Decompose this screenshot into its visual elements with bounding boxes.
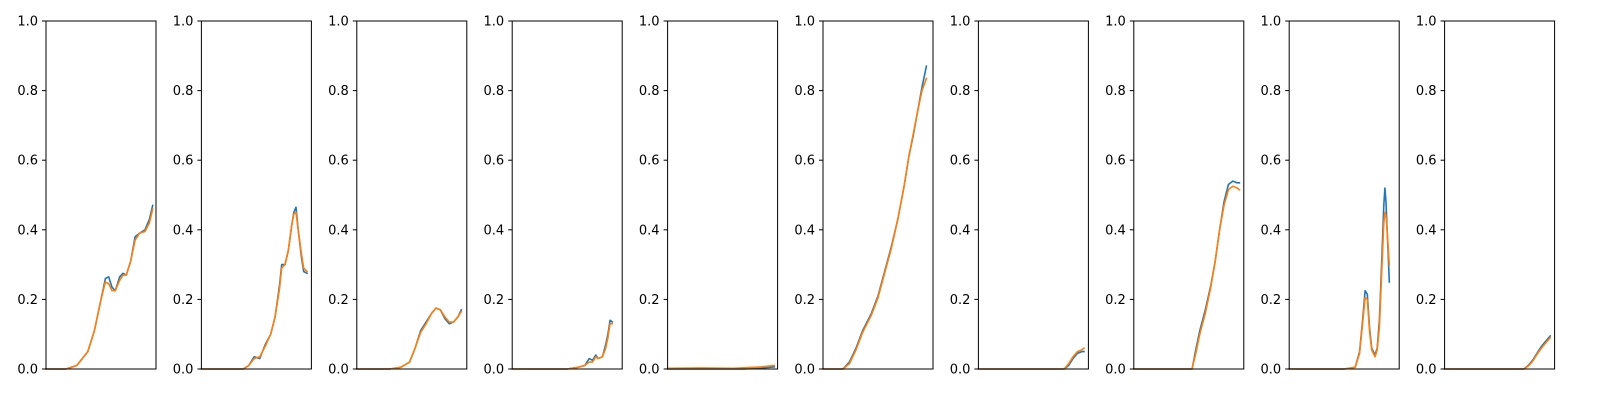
y-tick-label: 0.2 (1416, 293, 1437, 308)
axes-frame (822, 20, 934, 370)
y-tick-label: 0.2 (484, 293, 505, 308)
y-tick-label: 0.8 (17, 84, 38, 99)
y-tick-label: 0.8 (639, 84, 660, 99)
y-tick-label: 0.2 (639, 293, 660, 308)
y-tick-label: 0.4 (1416, 223, 1437, 238)
y-tick-label: 0.0 (1105, 363, 1126, 378)
y-tick-label: 0.6 (173, 154, 194, 169)
y-tick-label: 0.6 (328, 154, 349, 169)
y-tick-label: 1.0 (950, 15, 971, 30)
subplot-9: 0.0 0.2 0.4 0.6 0.8 1.0 (1261, 15, 1400, 378)
series-line-2 (666, 364, 776, 370)
subplot-5: 0.0 0.2 0.4 0.6 0.8 1.0 (639, 15, 779, 378)
y-tick-label: 0.0 (1261, 363, 1282, 378)
y-tick-label: 0.6 (1416, 154, 1437, 169)
y-tick-label: 0.2 (794, 293, 815, 308)
y-tick-label: 1.0 (639, 15, 660, 30)
y-tick-label: 0.0 (484, 363, 505, 378)
y-tick-label: 0.8 (1105, 84, 1126, 99)
series-line-2 (1288, 211, 1391, 370)
subplot-2: 0.0 0.2 0.4 0.6 0.8 1.0 (173, 15, 312, 378)
axes-frame (200, 20, 312, 370)
y-tick-label: 1.0 (328, 15, 349, 30)
series-line-2 (822, 77, 928, 370)
y-tick-label: 0.4 (639, 223, 660, 238)
y-tick-label: 0.8 (173, 84, 194, 99)
y-tick-label: 0.0 (950, 363, 971, 378)
series-line-2 (1133, 185, 1241, 370)
y-tick-label: 0.0 (17, 363, 38, 378)
subplot-1: 0.0 0.2 0.4 0.6 0.8 1.0 (17, 15, 157, 378)
y-tick-label: 1.0 (1261, 15, 1282, 30)
y-tick-label: 0.4 (484, 223, 505, 238)
subplot-6: 0.0 0.2 0.4 0.6 0.8 1.0 (794, 15, 934, 378)
y-tick-label: 1.0 (173, 15, 194, 30)
y-tick-label: 0.6 (1105, 154, 1126, 169)
y-tick-label: 0.8 (1261, 84, 1282, 99)
y-tick-label: 0.2 (173, 293, 194, 308)
y-tick-label: 0.2 (1261, 293, 1282, 308)
axes-frame (45, 20, 157, 370)
y-tick-label: 0.2 (1105, 293, 1126, 308)
y-tick-label: 0.6 (484, 154, 505, 169)
y-tick-label: 0.8 (950, 84, 971, 99)
y-tick-label: 0.4 (328, 223, 349, 238)
y-tick-label: 0.0 (1416, 363, 1437, 378)
y-tick-label: 1.0 (1105, 15, 1126, 30)
y-tick-label: 0.4 (794, 223, 815, 238)
y-tick-label: 0.4 (173, 223, 194, 238)
subplot-7: 0.0 0.2 0.4 0.6 0.8 1.0 (950, 15, 1089, 378)
y-tick-label: 0.2 (17, 293, 38, 308)
series-line-2 (200, 211, 309, 370)
y-tick-label: 1.0 (484, 15, 505, 30)
y-tick-label: 0.6 (639, 154, 660, 169)
axes-frame (1444, 20, 1556, 370)
subplot-3: 0.0 0.2 0.4 0.6 0.8 1.0 (328, 15, 468, 378)
y-tick-label: 0.6 (794, 154, 815, 169)
y-tick-label: 0.4 (1105, 223, 1126, 238)
y-tick-label: 0.8 (328, 84, 349, 99)
subplot-grid: 0.00.20.40.60.81.00.00.20.40.60.81.00.00… (17, 15, 1556, 378)
axes-frame (977, 20, 1089, 370)
y-tick-label: 0.6 (17, 154, 38, 169)
subplot-4: 0.0 0.2 0.4 0.6 0.8 1.0 (484, 15, 623, 378)
y-tick-label: 0.2 (950, 293, 971, 308)
y-tick-label: 0.0 (639, 363, 660, 378)
y-tick-label: 0.0 (173, 363, 194, 378)
y-tick-label: 1.0 (794, 15, 815, 30)
y-tick-label: 0.8 (794, 84, 815, 99)
y-tick-label: 0.4 (17, 223, 38, 238)
subplot-8: 0.0 0.2 0.4 0.6 0.8 1.0 (1105, 15, 1245, 378)
axes-frame (356, 20, 468, 370)
y-tick-label: 0.6 (950, 154, 971, 169)
axes-frame (511, 20, 623, 370)
axes-frame (667, 20, 779, 370)
y-tick-label: 0.0 (328, 363, 349, 378)
y-tick-label: 0.8 (484, 84, 505, 99)
axes-frame (1133, 20, 1245, 370)
y-tick-label: 0.4 (950, 223, 971, 238)
axes-frame (1288, 20, 1400, 370)
y-tick-label: 0.8 (1416, 84, 1437, 99)
series-line-2 (356, 307, 463, 370)
series-line-2 (511, 322, 614, 370)
subplot-10: 0.0 0.2 0.4 0.6 0.8 1.0 (1416, 15, 1556, 378)
y-tick-label: 0.6 (1261, 154, 1282, 169)
series-line-2 (45, 207, 154, 370)
y-tick-label: 0.0 (794, 363, 815, 378)
y-tick-label: 1.0 (17, 15, 38, 30)
y-tick-label: 0.4 (1261, 223, 1282, 238)
y-tick-label: 0.2 (328, 293, 349, 308)
y-tick-label: 1.0 (1416, 15, 1437, 30)
